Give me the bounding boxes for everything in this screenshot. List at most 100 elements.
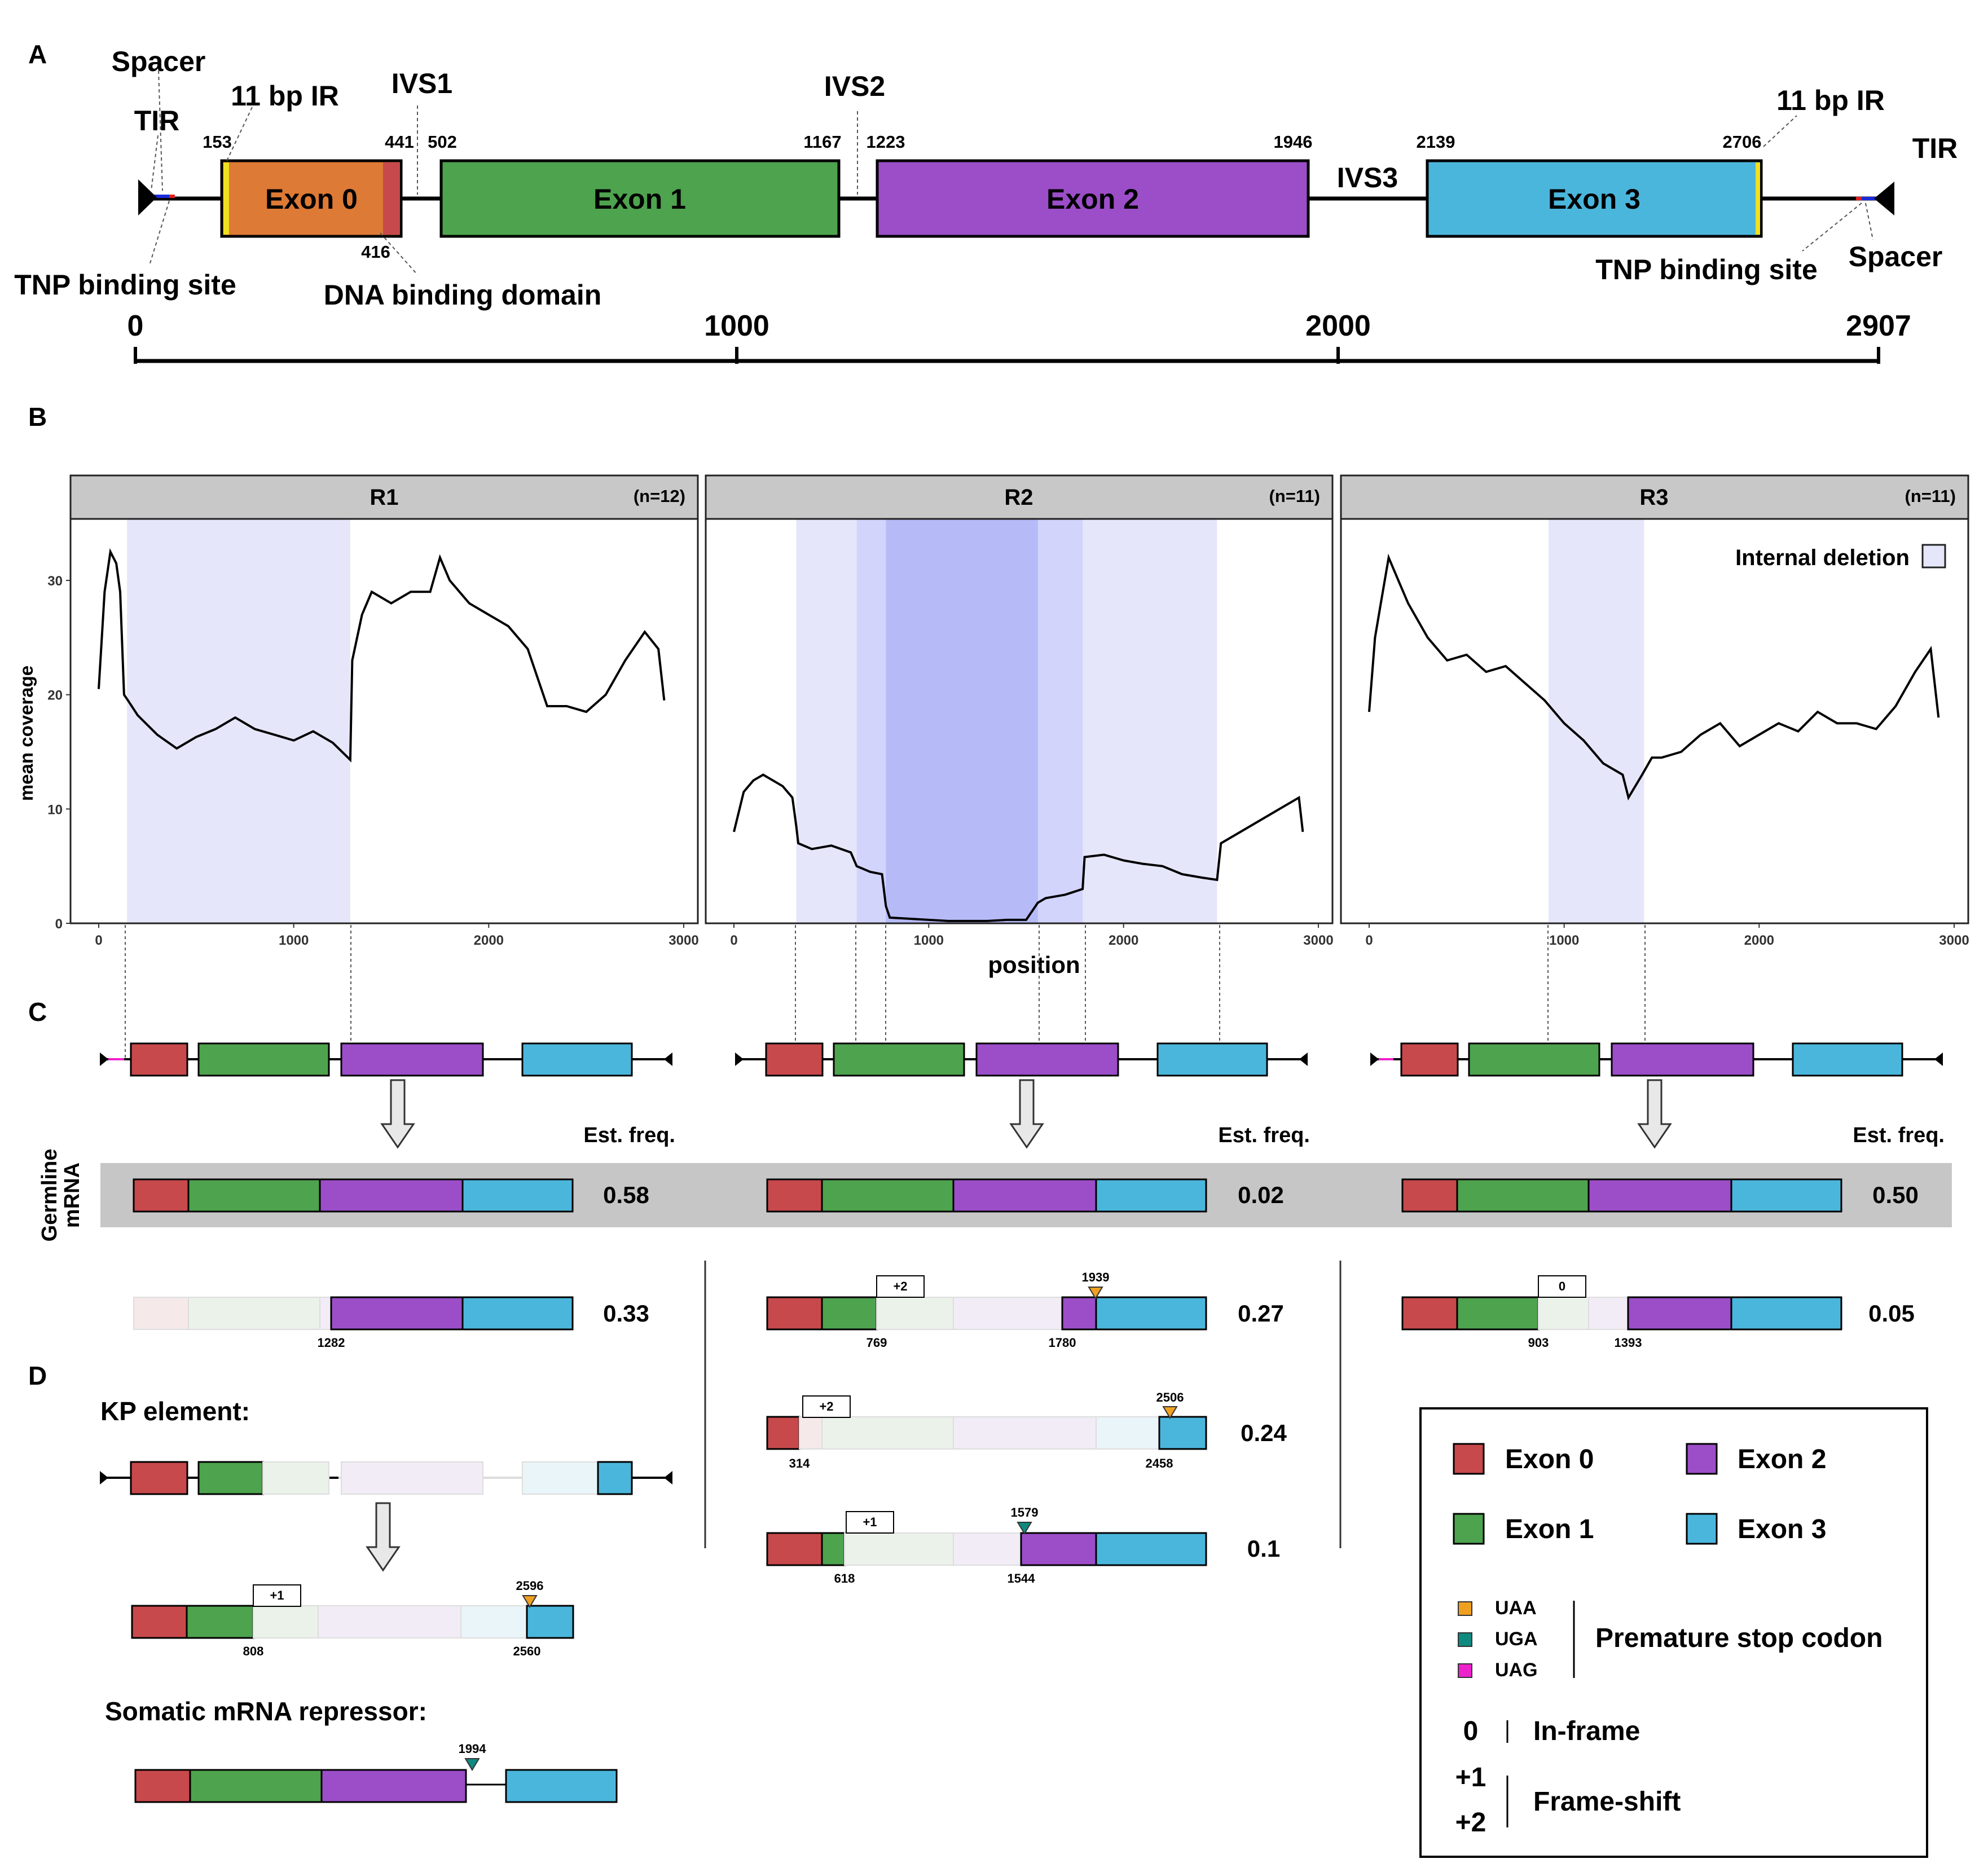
legend-inframe-symbol: 0 [1463, 1716, 1479, 1746]
facet-count-r3: (n=11) [1905, 486, 1956, 506]
deletion-regions-r2 [796, 519, 1217, 923]
y-tick-label: 20 [47, 688, 63, 703]
germline-label-line1: Germline [38, 1149, 61, 1242]
germline-label-line2: mRNA [60, 1162, 84, 1228]
legend-fs-plus1: +1 [1455, 1763, 1486, 1792]
element-model-r2 [735, 1042, 1308, 1077]
r3-pos2: 1393 [1615, 1336, 1642, 1350]
alt-mrna-r2-2 [766, 1395, 1207, 1450]
repressor-stop: 1994 [459, 1742, 487, 1756]
x-ticks-r2: 0 1000 2000 3000 [730, 923, 1334, 948]
kp-stop: 2596 [516, 1579, 544, 1593]
legend-frameshift-label: Frame-shift [1533, 1787, 1681, 1817]
germline-freq-r2: 0.02 [1238, 1182, 1284, 1208]
dna-binding-domain-mark [383, 162, 400, 235]
legend-uga-swatch [1458, 1632, 1472, 1647]
coverage-plot: mean coverage position R1 (n=12) 0 1000 20… [16, 474, 1969, 978]
element-model-r1 [100, 1042, 672, 1077]
legend-exon1-label: Exon 1 [1505, 1514, 1594, 1544]
kp-down-arrow [366, 1502, 401, 1572]
y-tick-label: 30 [47, 574, 63, 589]
down-arrow-r3 [1637, 1079, 1672, 1149]
coverage-line-r2 [733, 773, 1304, 922]
x-tick-label: 1000 [279, 933, 309, 948]
ir-left-label: 11 bp IR [231, 80, 339, 112]
legend-internal-deletion-swatch [1921, 544, 1946, 569]
coord-441: 441 [385, 132, 414, 152]
coord-2706: 2706 [1723, 132, 1762, 152]
kp-pos1: 808 [243, 1644, 264, 1658]
legend-inframe-label: In-frame [1533, 1716, 1640, 1746]
deletion-region [127, 519, 350, 923]
scale-bar: 0 1000 2000 2907 [127, 310, 1911, 364]
spacer-right-label: Spacer [1849, 241, 1943, 272]
y-tick-label: 0 [55, 917, 63, 932]
element-model-r3 [1370, 1042, 1943, 1077]
legend-exon0-label: Exon 0 [1505, 1444, 1594, 1474]
legend-exon1-swatch [1453, 1513, 1485, 1545]
est-freq-header-r2: Est. freq. [1218, 1124, 1310, 1147]
r2-2-stop: 2506 [1156, 1390, 1184, 1404]
scale-label-2000: 2000 [1305, 310, 1371, 342]
germline-freq-r1: 0.58 [603, 1182, 649, 1208]
r2-2-pos1: 314 [789, 1456, 810, 1470]
ir-left-mark [223, 162, 229, 235]
est-freq-header-r1: Est. freq. [583, 1124, 675, 1147]
transcript-diagrams: GermlinemRNA [38, 1042, 1952, 1585]
germline-freq-r3: 0.50 [1872, 1182, 1919, 1208]
down-arrow-r1 [380, 1079, 415, 1149]
coord-153: 153 [203, 132, 232, 152]
legend-exon3-label: Exon 3 [1738, 1514, 1826, 1544]
coord-502: 502 [428, 132, 457, 152]
deletion-connector-lines [125, 925, 1646, 1058]
exon0-label: Exon 0 [265, 183, 358, 215]
coord-2139: 2139 [1417, 132, 1455, 152]
facet-title-r1: R1 [370, 485, 398, 510]
alt-mrna-r2-1 [766, 1275, 1207, 1331]
r2-2-freq: 0.24 [1241, 1420, 1287, 1446]
repressor-title: Somatic mRNA repressor: [105, 1697, 427, 1726]
legend-uaa-swatch [1458, 1601, 1472, 1616]
coord-1167: 1167 [803, 132, 841, 152]
exon1-label: Exon 1 [593, 183, 686, 215]
kp-mrna [131, 1584, 574, 1639]
r1-junction-label: 1282 [318, 1336, 345, 1350]
ivs2-label: IVS2 [824, 71, 885, 102]
ivs1-label: IVS1 [392, 68, 452, 99]
r2-3-frame: +1 [863, 1515, 877, 1529]
ir-right-label: 11 bp IR [1776, 85, 1885, 116]
germline-mrna-r1 [133, 1178, 574, 1213]
deletion-region [1549, 519, 1644, 923]
r2-1-stop: 1939 [1082, 1270, 1110, 1284]
germline-mrna-r3 [1401, 1178, 1842, 1213]
panel-letter-a: A [28, 39, 47, 69]
alt-mrna-r1 [133, 1296, 574, 1331]
r3-pos1: 903 [1528, 1336, 1549, 1350]
deletion-region [886, 519, 1038, 923]
ivs3-label: IVS3 [1337, 162, 1398, 193]
coord-416: 416 [361, 242, 390, 262]
ir-right-mark [1756, 162, 1760, 235]
tir-right-triangle [1874, 182, 1894, 215]
x-tick-label: 1000 [1549, 933, 1579, 948]
exon2-box [876, 159, 1310, 238]
r2-1-frame: +2 [893, 1279, 907, 1293]
y-ticks-r1: 0 10 20 30 [47, 574, 71, 932]
x-tick-label: 1000 [914, 933, 944, 948]
r2-3-pos2: 1544 [1008, 1571, 1036, 1585]
tnp-binding-left-label: TNP binding site [14, 269, 236, 301]
y-axis-label: mean coverage [16, 666, 37, 801]
facet-strip-r2 [705, 474, 1334, 520]
legend-exon0-swatch [1453, 1443, 1485, 1475]
tir-left-label: TIR [134, 105, 180, 136]
kp-element-title: KP element: [100, 1397, 250, 1426]
dna-binding-domain-label: DNA binding domain [324, 279, 602, 311]
panel-letter-c: C [28, 997, 47, 1027]
coord-1946: 1946 [1274, 132, 1313, 152]
r1-alt-freq: 0.33 [603, 1300, 649, 1327]
x-ticks-r3: 0 1000 2000 3000 [1365, 923, 1969, 948]
coord-1223: 1223 [867, 132, 905, 152]
legend-exon3-swatch [1686, 1513, 1718, 1545]
facet-title-r2: R2 [1004, 485, 1033, 510]
